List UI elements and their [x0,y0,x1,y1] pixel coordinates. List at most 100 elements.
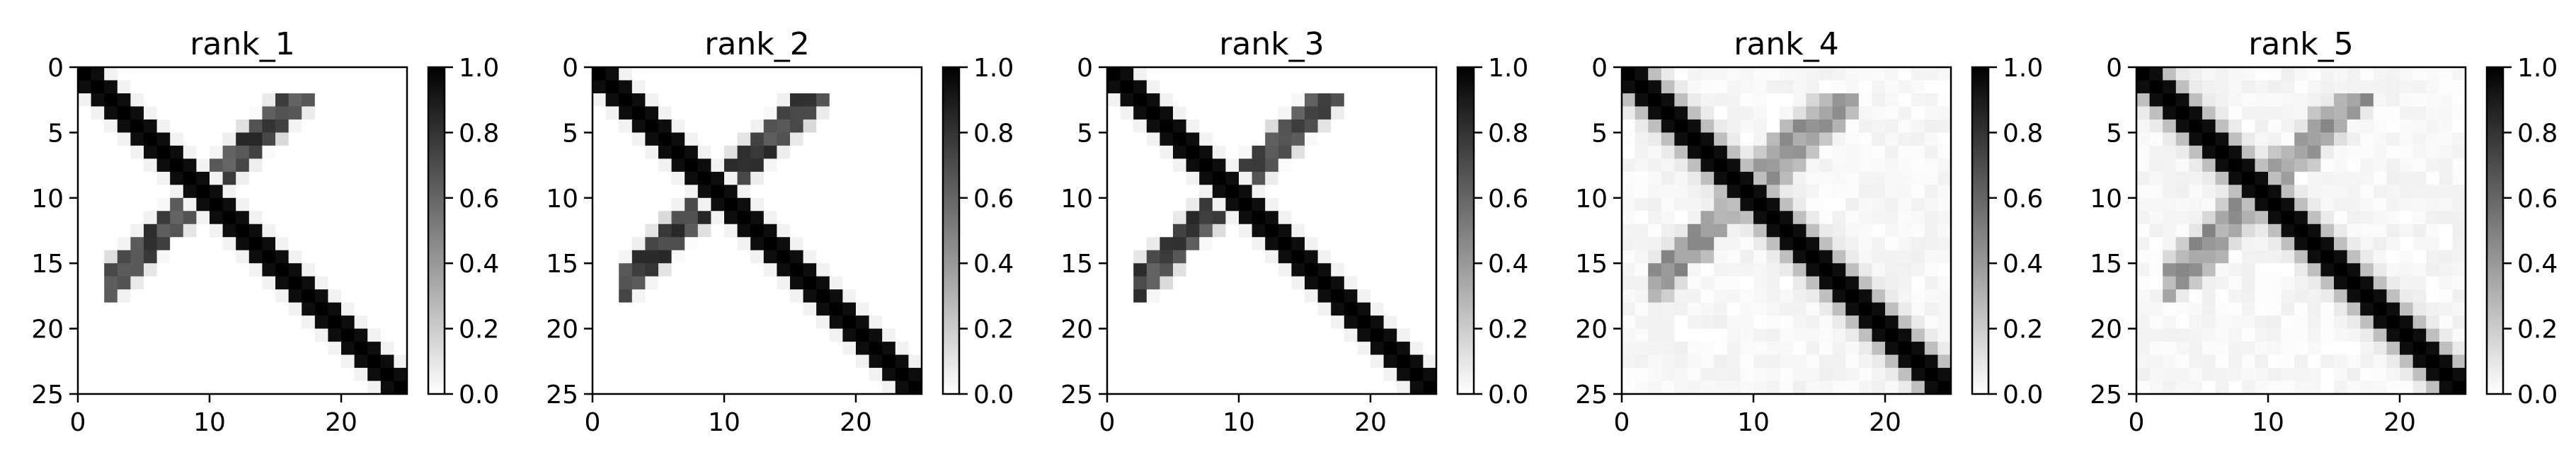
heatmap-cell [1806,354,1820,369]
heatmap-cell [156,368,171,382]
heatmap-cell [1792,354,1807,369]
heatmap-cell [210,302,224,316]
heatmap-cell [803,145,817,159]
heatmap-cell [1265,171,1279,185]
heatmap-cell [1845,171,1860,185]
heatmap-cell [156,197,171,211]
heatmap-cell [1714,145,1728,159]
heatmap-cell [829,93,843,108]
heatmap-cell [367,93,382,108]
heatmap-cell [737,250,751,264]
heatmap-cell [1212,250,1226,264]
heatmap-cell [380,368,394,382]
heatmap-cell [1700,289,1715,303]
heatmap-cell [117,276,131,290]
heatmap-cell [2228,381,2243,395]
heatmap-cell [1898,315,1912,330]
heatmap-cell [1740,171,1754,185]
heatmap-cell [631,145,646,159]
heatmap-cell [1885,224,1899,238]
heatmap-cell [2163,315,2177,330]
heatmap-cell [2215,67,2229,81]
heatmap-cell [645,342,659,356]
heatmap-cell [2400,185,2414,199]
heatmap-cell [671,80,685,94]
heatmap-cell [130,211,144,225]
heatmap-cell [222,145,236,159]
heatmap-cell [1937,80,1952,94]
heatmap-cell [1212,237,1226,251]
heatmap-cell [275,211,290,225]
heatmap-cell [1924,224,1938,238]
heatmap-cell [2136,354,2151,369]
heatmap-cell [1898,302,1912,316]
heatmap-cell [645,119,659,133]
heatmap-cell [1225,224,1240,238]
heatmap-cell [1780,106,1794,120]
heatmap-cell [1107,197,1121,211]
heatmap-cell [2452,368,2466,382]
heatmap-cell [1872,342,1886,356]
heatmap-cell [619,381,633,395]
heatmap-cell [1766,289,1780,303]
heatmap-cell [1806,368,1820,382]
heatmap-cell [1700,315,1715,330]
heatmap-cell [2452,197,2466,211]
heatmap-cell [777,224,791,238]
heatmap-cell [1265,67,1279,81]
heatmap-cell [1370,276,1385,290]
heatmap-cell [908,328,922,342]
heatmap-cell [1160,315,1174,330]
heatmap-cell [248,381,263,395]
heatmap-cell [777,119,791,133]
heatmap-cell [856,224,870,238]
heatmap-cell [2202,315,2216,330]
heatmap-cell [671,119,685,133]
heatmap-cell [144,368,158,382]
heatmap-cell [196,106,210,120]
heatmap-cell [1133,250,1147,264]
heatmap-cell [593,211,607,225]
heatmap-cell [2439,263,2453,277]
heatmap-cell [1120,289,1134,303]
heatmap-cell [183,328,197,342]
heatmap-cell [763,315,777,330]
heatmap-cell [302,263,316,277]
heatmap-cell [1252,328,1266,342]
heatmap-cell [750,93,765,108]
heatmap-cell [671,237,685,251]
heatmap-cell [1714,185,1728,199]
heatmap-cell [1661,354,1675,369]
heatmap-cell [2360,328,2374,342]
heatmap-cell [354,276,368,290]
heatmap-cell [737,93,751,108]
heatmap-cell [1146,80,1160,94]
heatmap-cell [1357,276,1371,290]
heatmap-cell [328,145,342,159]
colorbar-tick-label: 0.2 [973,315,1014,344]
heatmap-cell [724,158,738,173]
heatmap-cell [1872,354,1886,369]
heatmap-cell [803,263,817,277]
heatmap-cell [78,276,92,290]
heatmap-cell [1317,289,1332,303]
y-tick-label: 15 [31,250,64,279]
heatmap-cell [1370,263,1385,277]
heatmap-cell [1305,263,1319,277]
heatmap-cell [1225,119,1240,133]
heatmap-cell [631,368,646,382]
heatmap-cell [1252,224,1266,238]
heatmap-cell [2294,106,2308,120]
heatmap-cell [658,315,672,330]
heatmap-cell [2255,302,2269,316]
heatmap-cell [1937,263,1952,277]
heatmap-cell [1898,289,1912,303]
heatmap-cell [248,302,263,316]
heatmap-cell [1331,368,1345,382]
heatmap-cell [2439,368,2453,382]
heatmap-cell [1674,211,1688,225]
heatmap-cell [605,250,619,264]
heatmap-cell [2334,224,2348,238]
heatmap-cell [1409,158,1424,173]
heatmap-cell [1858,250,1872,264]
